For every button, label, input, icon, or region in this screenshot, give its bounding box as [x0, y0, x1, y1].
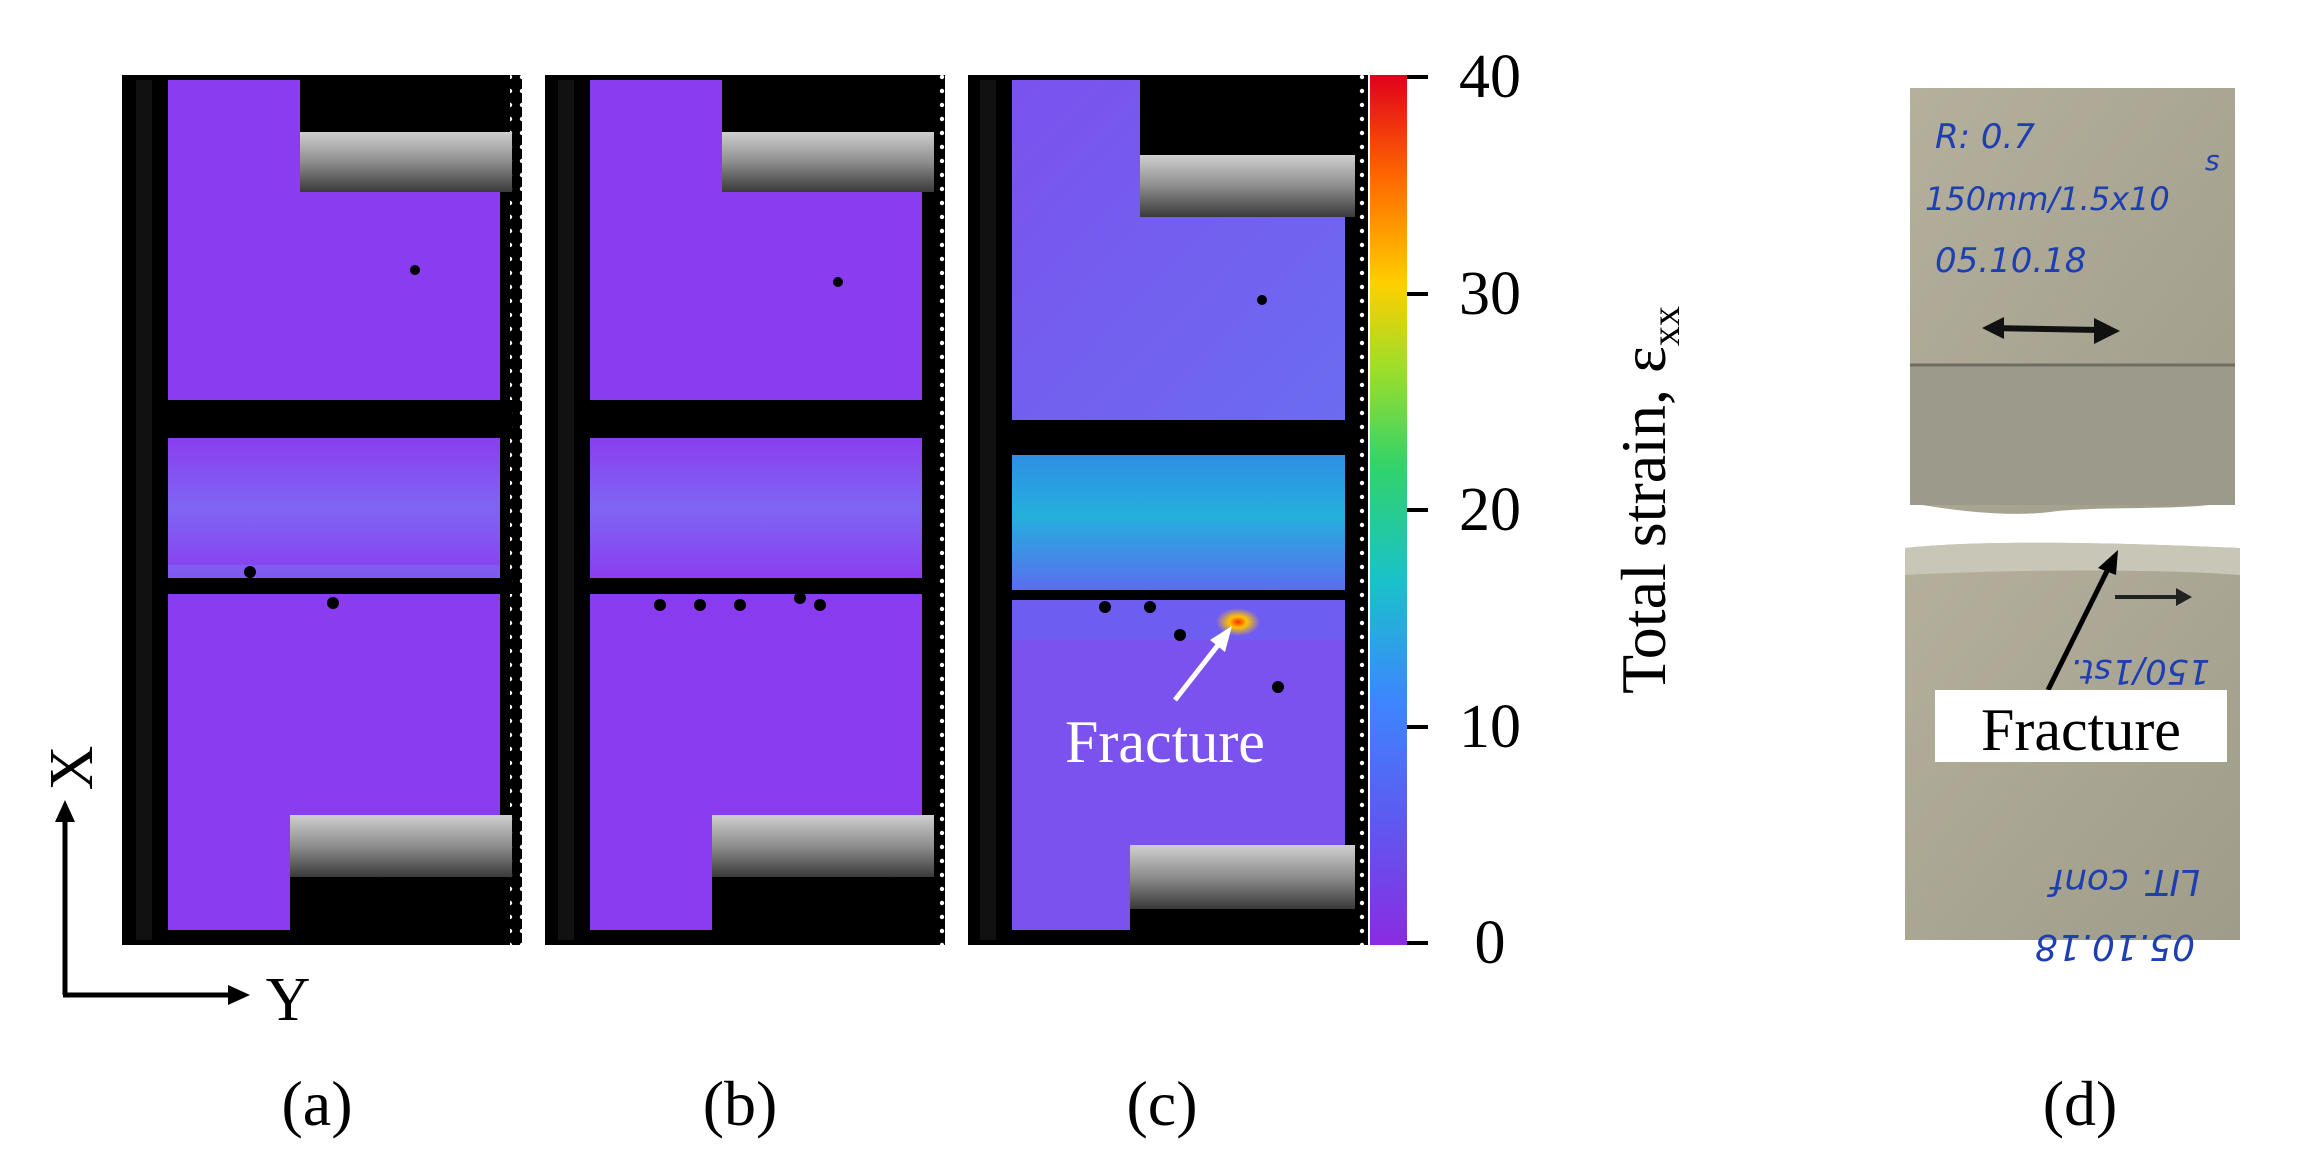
colorbar-ticks — [1407, 75, 1428, 945]
svg-text:LIT. conf: LIT. conf — [2046, 861, 2200, 902]
colorbar-tick-0: 0 — [1475, 909, 1506, 977]
panel-label-a: (a) — [281, 1068, 352, 1139]
colorbar-tick-20: 20 — [1459, 476, 1521, 544]
colorbar-tick-40: 40 — [1459, 43, 1521, 111]
fracture-arrow-c — [1173, 638, 1224, 702]
colorbar-tick-10: 10 — [1459, 693, 1521, 761]
panel-label-d: (d) — [2043, 1068, 2118, 1139]
fracture-hotspot — [1216, 608, 1260, 636]
svg-text:R: 0.7: R: 0.7 — [1935, 117, 2035, 157]
svg-text:150/1st.: 150/1st. — [2070, 651, 2210, 691]
svg-text:150mm/1.5x10: 150mm/1.5x10 — [1925, 180, 2170, 218]
specimen-handwriting: R: 0.7 150mm/1.5x10 05.10.18 s 150/1st. … — [1925, 117, 2220, 967]
panel-label-b: (b) — [703, 1068, 778, 1139]
svg-text:s: s — [2205, 144, 2220, 177]
panel-label-c: (c) — [1126, 1068, 1197, 1139]
fracture-label-d: Fracture — [1981, 697, 2181, 763]
fracture-label-box — [1935, 690, 2227, 762]
fracture-label-c: Fracture — [1065, 709, 1265, 775]
svg-text:05.10.18: 05.10.18 — [1935, 241, 2086, 281]
fracture-arrow-d — [2045, 563, 2113, 692]
colorbar — [1370, 75, 1407, 945]
direction-arrow-top — [1987, 325, 2101, 333]
axis-y-label: Y — [266, 966, 311, 1034]
panel-b-strain-map — [545, 75, 945, 945]
axis-x-label: X — [38, 746, 106, 791]
svg-text:05.10.18: 05.10.18 — [2035, 926, 2195, 967]
colorbar-tick-30: 30 — [1459, 260, 1521, 328]
axis-indicator — [55, 800, 250, 1005]
panel-c-strain-map — [968, 75, 1368, 945]
panel-a-strain-map — [122, 75, 522, 945]
colorbar-label: Total strain, εxx — [1608, 306, 1688, 694]
